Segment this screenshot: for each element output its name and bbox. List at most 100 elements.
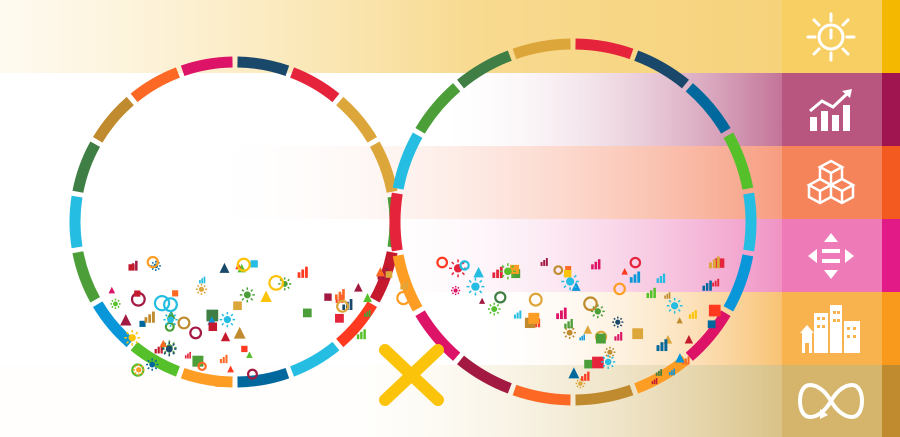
collage-glyph: [120, 314, 132, 326]
collage-glyph: [499, 263, 516, 280]
collage-glyph: [707, 320, 716, 329]
left-ring-segment: [369, 141, 398, 193]
collage-glyph: [684, 334, 694, 344]
collage-glyph: [712, 278, 720, 287]
collage-glyph: [219, 354, 228, 364]
swatch-equality: [882, 219, 900, 292]
collage-glyph: [682, 356, 690, 365]
collage-glyph: [199, 276, 206, 284]
collage-glyph: [219, 311, 236, 328]
left-ring-segment: [72, 141, 101, 193]
goal-sidebar: [782, 0, 900, 437]
collage-glyph: [364, 309, 371, 317]
collage-glyph: [246, 368, 258, 380]
collage-glyph: [124, 329, 141, 346]
growth-chart-icon: [790, 73, 872, 146]
tile-cities[interactable]: [782, 292, 900, 365]
collage-glyph: [676, 317, 683, 324]
right-ring-segment: [457, 50, 512, 89]
right-ring-segment: [415, 310, 461, 361]
collage-glyph: [246, 351, 253, 359]
collage-glyph: [656, 273, 666, 283]
collage-glyph: [233, 301, 242, 311]
left-ring-segment: [289, 341, 340, 377]
collage-glyph: [621, 268, 628, 275]
right-ring-segment: [512, 38, 571, 60]
collage-glyph: [563, 326, 576, 340]
collage-glyph: [110, 298, 121, 310]
collage-glyph: [568, 367, 580, 379]
collage-glyph: [375, 267, 385, 277]
collage-glyph: [334, 289, 345, 300]
collage-glyph: [153, 295, 171, 312]
collage-glyph: [675, 353, 685, 363]
collage-glyph: [646, 287, 656, 299]
collage-glyph: [629, 256, 642, 269]
collage-glyph: [601, 354, 616, 369]
collage-glyph: [336, 299, 349, 313]
collage-glyph: [363, 293, 372, 302]
collage-glyph: [396, 290, 411, 306]
collage-glyph: [591, 259, 601, 270]
collage-glyph: [595, 333, 606, 344]
collage-glyph: [655, 369, 663, 376]
collage-glyph: [556, 307, 567, 320]
collage-glyph: [487, 302, 501, 316]
collage-glyph: [184, 351, 191, 359]
collage-glyph: [177, 316, 191, 330]
left-ring-segment: [92, 301, 134, 348]
collage-glyph: [590, 304, 605, 319]
collage-glyph: [139, 320, 146, 327]
right-ring-segment: [457, 355, 512, 394]
tile-consumption[interactable]: [782, 365, 900, 437]
collage-glyph: [592, 356, 604, 369]
left-ring-segment: [72, 251, 101, 303]
collage-glyph: [510, 264, 520, 274]
collage-glyph: [565, 266, 572, 273]
collage-glyph: [144, 311, 155, 323]
infinity-loop-icon: [790, 365, 872, 437]
equality-arrows-icon: [790, 219, 872, 292]
left-ring-segment: [237, 367, 290, 388]
cubes-icon: [790, 146, 872, 219]
collage-glyph: [236, 257, 251, 272]
tile-industry[interactable]: [782, 146, 900, 219]
collage-glyph: [563, 269, 572, 278]
collage-glyph: [297, 266, 308, 278]
collage-glyph: [354, 283, 363, 292]
collage-glyph: [564, 318, 573, 329]
collage-glyph: [400, 281, 408, 290]
collage-glyph: [268, 275, 285, 291]
right-ring-segment: [723, 132, 754, 190]
collage-glyph: [651, 378, 658, 385]
right-ring-segment: [415, 83, 461, 134]
left-ring-segment: [336, 301, 378, 348]
tile-equality[interactable]: [782, 219, 900, 292]
sun-power-icon: [790, 0, 872, 73]
right-ring-segment: [575, 38, 634, 60]
swatch-cities: [882, 292, 900, 365]
right-ring-segment: [723, 254, 754, 312]
right-ring-segment: [512, 384, 571, 406]
collage-glyph: [189, 326, 203, 340]
collage-glyph: [134, 290, 141, 297]
collage-glyph: [492, 266, 503, 279]
tile-growth[interactable]: [782, 73, 900, 146]
collage-glyph: [666, 297, 683, 314]
collage-glyph: [656, 339, 668, 352]
collage-glyph: [579, 334, 585, 341]
collage-glyph: [206, 309, 219, 322]
collage-glyph: [581, 371, 590, 381]
collage-glyph: [451, 285, 461, 296]
collage-glyph: [163, 312, 178, 327]
collage-glyph: [513, 310, 522, 319]
right-ring-segment: [392, 132, 423, 190]
tile-energy[interactable]: [782, 0, 900, 73]
left-ring-segment: [180, 367, 233, 388]
collage-glyph: [583, 325, 593, 334]
collage-glyph: [335, 313, 344, 323]
right-ring-segment: [389, 192, 403, 252]
collage-glyph: [629, 271, 641, 283]
right-ring-segment: [575, 384, 634, 406]
